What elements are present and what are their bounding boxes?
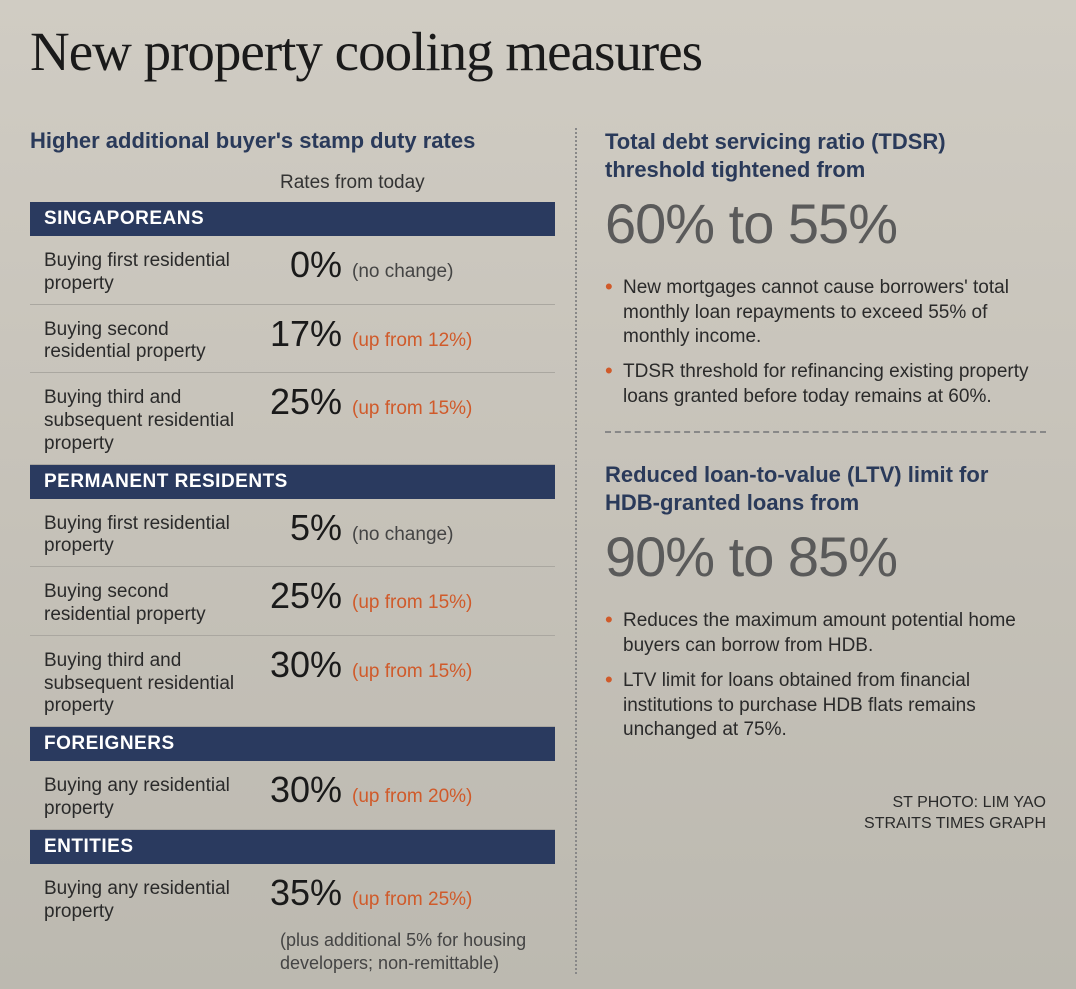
rate-note: (up from 15%) — [352, 592, 472, 614]
right-column: Total debt servicing ratio (TDSR) thresh… — [575, 128, 1046, 974]
bullet-item: New mortgages cannot cause borrowers' to… — [605, 276, 1046, 350]
category-bar: FOREIGNERS — [30, 727, 555, 761]
rate-value-wrap: 17% (up from 12%) — [254, 313, 555, 355]
rate-row: Buying third and subsequent residential … — [30, 373, 555, 464]
rate-note: (up from 12%) — [352, 330, 472, 352]
category-bar: ENTITIES — [30, 830, 555, 864]
rate-note: (no change) — [352, 261, 453, 283]
rate-row: Buying any residential property 35% (up … — [30, 864, 555, 932]
rate-value-wrap: 35% (up from 25%) — [254, 872, 555, 914]
credits: ST PHOTO: LIM YAO STRAITS TIMES GRAPH — [605, 793, 1046, 835]
credit-line: ST PHOTO: LIM YAO — [605, 793, 1046, 814]
rate-value-wrap: 25% (up from 15%) — [254, 381, 555, 423]
rate-label: Buying second residential property — [44, 313, 254, 365]
rate-note: (no change) — [352, 524, 453, 546]
rate-label: Buying first residential property — [44, 244, 254, 296]
rate-value-wrap: 25% (up from 15%) — [254, 575, 555, 617]
rate-note: (up from 15%) — [352, 661, 472, 683]
columns: Higher additional buyer's stamp duty rat… — [30, 128, 1046, 974]
rate-row: Buying any residential property 30% (up … — [30, 761, 555, 830]
page: New property cooling measures Higher add… — [0, 0, 1076, 989]
headline: New property cooling measures — [30, 20, 1046, 83]
rate-extra-note: (plus additional 5% for housing develope… — [280, 929, 555, 974]
rate-value: 17% — [254, 313, 342, 355]
rate-value: 5% — [254, 507, 342, 549]
category-bar: PERMANENT RESIDENTS — [30, 465, 555, 499]
rate-value-wrap: 5% (no change) — [254, 507, 555, 549]
rate-note: (up from 15%) — [352, 398, 472, 420]
rate-label: Buying third and subsequent residential … — [44, 644, 254, 718]
rate-label: Buying any residential property — [44, 872, 254, 924]
rate-value: 25% — [254, 575, 342, 617]
left-subhead: Higher additional buyer's stamp duty rat… — [30, 128, 555, 154]
rate-label: Buying first residential property — [44, 507, 254, 559]
ltv-figure: 90% to 85% — [605, 524, 1046, 589]
rate-value: 30% — [254, 644, 342, 686]
rate-value-wrap: 30% (up from 20%) — [254, 769, 555, 811]
rate-value-wrap: 0% (no change) — [254, 244, 555, 286]
rate-row: Buying second residential property 25% (… — [30, 567, 555, 636]
rate-label: Buying second residential property — [44, 575, 254, 627]
rate-value: 25% — [254, 381, 342, 423]
category-bar: SINGAPOREANS — [30, 202, 555, 236]
rate-row: Buying second residential property 17% (… — [30, 305, 555, 374]
credit-line: STRAITS TIMES GRAPH — [605, 814, 1046, 835]
rate-row: Buying third and subsequent residential … — [30, 636, 555, 727]
rate-value: 0% — [254, 244, 342, 286]
rate-row: Buying first residential property 0% (no… — [30, 236, 555, 305]
bullet-item: Reduces the maximum amount potential hom… — [605, 609, 1046, 658]
tdsr-subhead: Total debt servicing ratio (TDSR) thresh… — [605, 128, 1046, 183]
rate-label: Buying any residential property — [44, 769, 254, 821]
section-divider — [605, 431, 1046, 433]
ltv-bullets: Reduces the maximum amount potential hom… — [605, 609, 1046, 742]
rate-value-wrap: 30% (up from 15%) — [254, 644, 555, 686]
bullet-item: LTV limit for loans obtained from financ… — [605, 669, 1046, 743]
rate-row: Buying first residential property 5% (no… — [30, 499, 555, 568]
ltv-subhead: Reduced loan-to-value (LTV) limit for HD… — [605, 461, 1046, 516]
rate-note: (up from 25%) — [352, 889, 472, 911]
rate-label: Buying third and subsequent residential … — [44, 381, 254, 455]
rates-column-header: Rates from today — [280, 172, 555, 194]
left-column: Higher additional buyer's stamp duty rat… — [30, 128, 575, 974]
rate-value: 30% — [254, 769, 342, 811]
tdsr-bullets: New mortgages cannot cause borrowers' to… — [605, 276, 1046, 409]
bullet-item: TDSR threshold for refinancing existing … — [605, 360, 1046, 409]
tdsr-figure: 60% to 55% — [605, 191, 1046, 256]
rate-note: (up from 20%) — [352, 786, 472, 808]
rate-value: 35% — [254, 872, 342, 914]
